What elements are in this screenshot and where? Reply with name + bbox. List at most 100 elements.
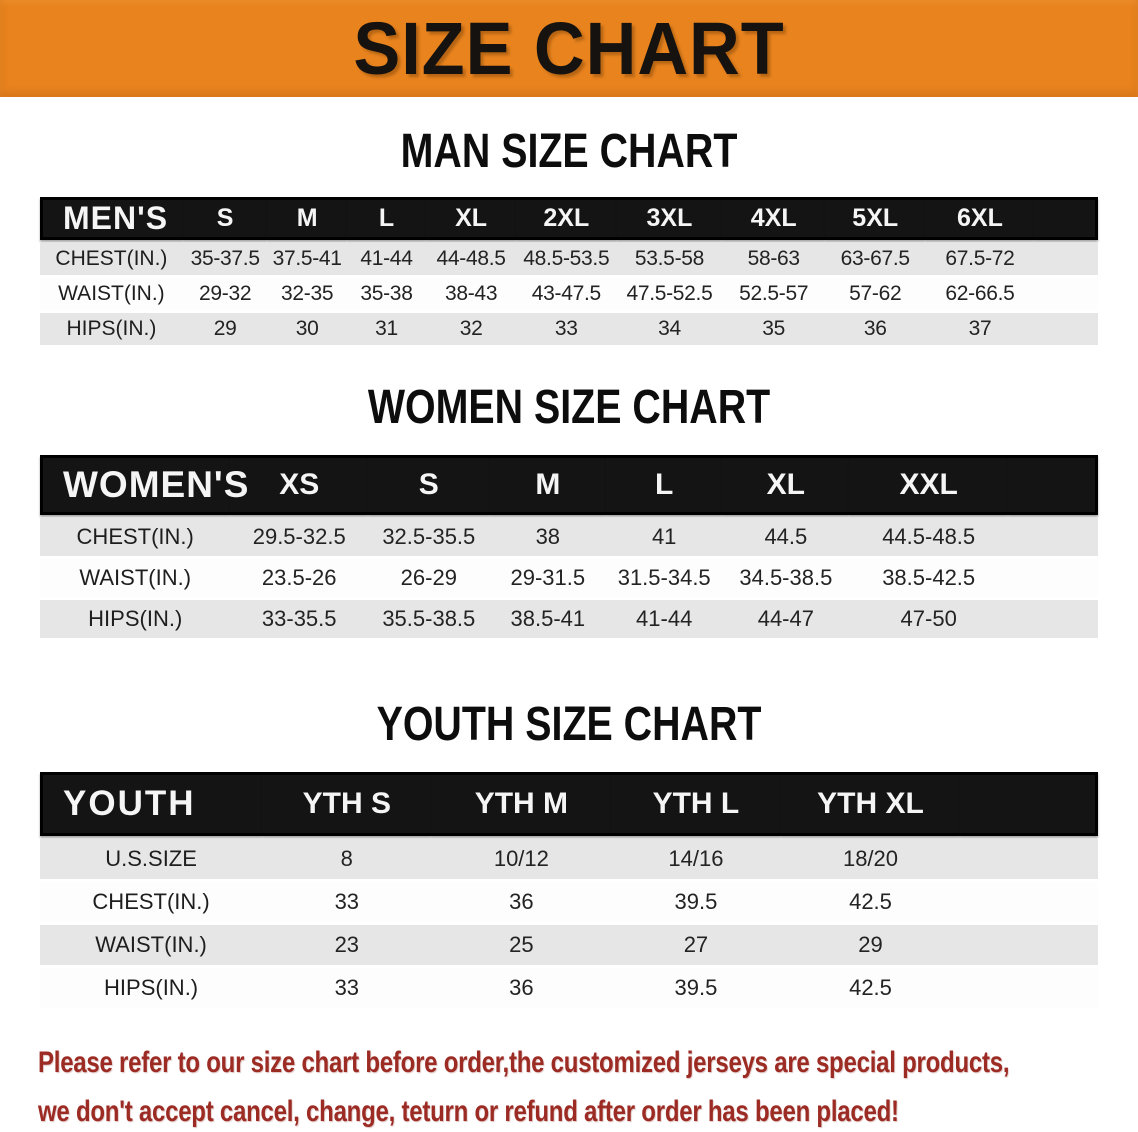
men-value-cell: 29-32 (182, 278, 268, 310)
youth-value-cell: 25 (431, 925, 612, 965)
men-row-label: HIPS(IN.) (40, 313, 183, 345)
women-row-spacer-cell (1008, 600, 1098, 638)
men-value-cell: 53.5-58 (616, 243, 723, 275)
youth-value-cell: 39.5 (611, 882, 781, 922)
youth-value-cell: 8 (262, 839, 432, 879)
women-value-cell: 29-31.5 (489, 559, 606, 597)
youth-value-cell: 36 (431, 968, 612, 1008)
youth-table-row: HIPS(IN.) 33 36 39.5 42.5 (40, 968, 1098, 1008)
men-row-spacer-cell (1034, 313, 1098, 345)
men-value-cell: 29 (182, 313, 268, 345)
youth-value-cell: 42.5 (780, 882, 961, 922)
men-value-cell: 62-66.5 (925, 278, 1035, 310)
women-table-title: WOMEN'S (40, 455, 248, 515)
women-row-label: HIPS(IN.) (40, 600, 231, 638)
men-row-spacer-cell (1034, 243, 1098, 275)
youth-row-label: CHEST(IN.) (40, 882, 263, 922)
women-value-cell: 35.5-38.5 (367, 600, 490, 638)
men-header-row: MEN'S S M L XL 2XL 3XL 4XL 5XL 6XL (40, 197, 1098, 240)
men-value-cell: 32-35 (267, 278, 347, 310)
women-column-header: S (367, 455, 490, 515)
disclaimer-note: Please refer to our size chart before or… (38, 1038, 1138, 1132)
men-value-cell: 43-47.5 (516, 278, 617, 310)
women-table-row: CHEST(IN.) 29.5-32.5 32.5-35.5 38 41 44.5 44.5… (40, 518, 1098, 556)
youth-value-cell: 36 (431, 882, 612, 922)
men-value-cell: 38-43 (426, 278, 517, 310)
men-table-row: HIPS(IN.) 29 30 31 32 33 34 35 36 37 (40, 313, 1098, 345)
women-row-label: WAIST(IN.) (40, 559, 231, 597)
men-column-header: 6XL (925, 197, 1035, 240)
youth-row-spacer-cell (960, 925, 1098, 965)
youth-row-label: U.S.SIZE (40, 839, 263, 879)
men-value-cell: 41-44 (346, 243, 427, 275)
youth-value-cell: 42.5 (780, 968, 961, 1008)
youth-value-cell: 39.5 (611, 968, 781, 1008)
youth-value-cell: 33 (262, 968, 432, 1008)
women-value-cell: 34.5-38.5 (722, 559, 850, 597)
men-value-cell: 35-37.5 (182, 243, 268, 275)
women-value-cell: 44-47 (722, 600, 850, 638)
women-column-header: XS (230, 455, 368, 515)
women-size-table: WOMEN'S XS S M L XL XXL CHEST(IN.) 29.5-32.5 32.5… (40, 452, 1098, 641)
youth-value-cell: 33 (262, 882, 432, 922)
youth-value-cell: 29 (780, 925, 961, 965)
youth-value-cell: 27 (611, 925, 781, 965)
women-value-cell: 44.5-48.5 (849, 518, 1009, 556)
women-value-cell: 31.5-34.5 (606, 559, 723, 597)
men-value-cell: 32 (426, 313, 517, 345)
women-value-cell: 38 (489, 518, 606, 556)
women-column-header: XXL (849, 455, 1009, 515)
youth-table-title: YOUTH (40, 772, 263, 836)
men-column-header: L (346, 197, 427, 240)
men-column-header: M (267, 197, 347, 240)
youth-header-row: YOUTH YTH S YTH M YTH L YTH XL (40, 772, 1098, 836)
women-column-header: M (489, 455, 606, 515)
men-value-cell: 58-63 (722, 243, 825, 275)
women-header-row: WOMEN'S XS S M L XL XXL (40, 455, 1098, 515)
women-row-spacer-cell (1008, 518, 1098, 556)
women-column-header: XL (722, 455, 850, 515)
youth-column-header: YTH S (262, 772, 432, 836)
men-value-cell: 37.5-41 (267, 243, 347, 275)
disclaimer-line-2: we don't accept cancel, change, teturn o… (38, 1095, 899, 1128)
youth-value-cell: 10/12 (431, 839, 612, 879)
men-value-cell: 67.5-72 (925, 243, 1035, 275)
women-value-cell: 23.5-26 (230, 559, 368, 597)
men-value-cell: 37 (925, 313, 1035, 345)
men-section-heading: MAN SIZE CHART (400, 125, 738, 178)
youth-section-heading: YOUTH SIZE CHART (376, 698, 762, 751)
women-value-cell: 44.5 (722, 518, 850, 556)
men-column-header: 5XL (824, 197, 926, 240)
men-value-cell: 48.5-53.5 (516, 243, 617, 275)
disclaimer-line-1: Please refer to our size chart before or… (38, 1046, 1010, 1079)
men-table-title: MEN'S (40, 197, 183, 240)
women-row-label: CHEST(IN.) (40, 518, 231, 556)
youth-table-row: WAIST(IN.) 23 25 27 29 (40, 925, 1098, 965)
men-value-cell: 44-48.5 (426, 243, 517, 275)
youth-row-spacer-cell (960, 968, 1098, 1008)
youth-value-cell: 18/20 (780, 839, 961, 879)
youth-table-row: CHEST(IN.) 33 36 39.5 42.5 (40, 882, 1098, 922)
men-column-header: XL (426, 197, 517, 240)
men-value-cell: 31 (346, 313, 427, 345)
youth-column-header: YTH M (431, 772, 612, 836)
women-value-cell: 41-44 (606, 600, 723, 638)
men-value-cell: 52.5-57 (722, 278, 825, 310)
youth-column-header: YTH L (611, 772, 781, 836)
men-value-cell: 57-62 (824, 278, 926, 310)
women-value-cell: 26-29 (367, 559, 490, 597)
men-column-header: 2XL (516, 197, 617, 240)
men-row-spacer-cell (1034, 278, 1098, 310)
women-value-cell: 41 (606, 518, 723, 556)
youth-value-cell: 14/16 (611, 839, 781, 879)
men-header-spacer-cell (1034, 197, 1098, 240)
women-table-row: HIPS(IN.) 33-35.5 35.5-38.5 38.5-41 41-44 44-… (40, 600, 1098, 638)
women-value-cell: 29.5-32.5 (230, 518, 368, 556)
women-value-cell: 32.5-35.5 (367, 518, 490, 556)
youth-table-row: U.S.SIZE 8 10/12 14/16 18/20 (40, 839, 1098, 879)
men-value-cell: 35-38 (346, 278, 427, 310)
youth-row-spacer-cell (960, 882, 1098, 922)
men-value-cell: 63-67.5 (824, 243, 926, 275)
women-column-header: L (606, 455, 723, 515)
